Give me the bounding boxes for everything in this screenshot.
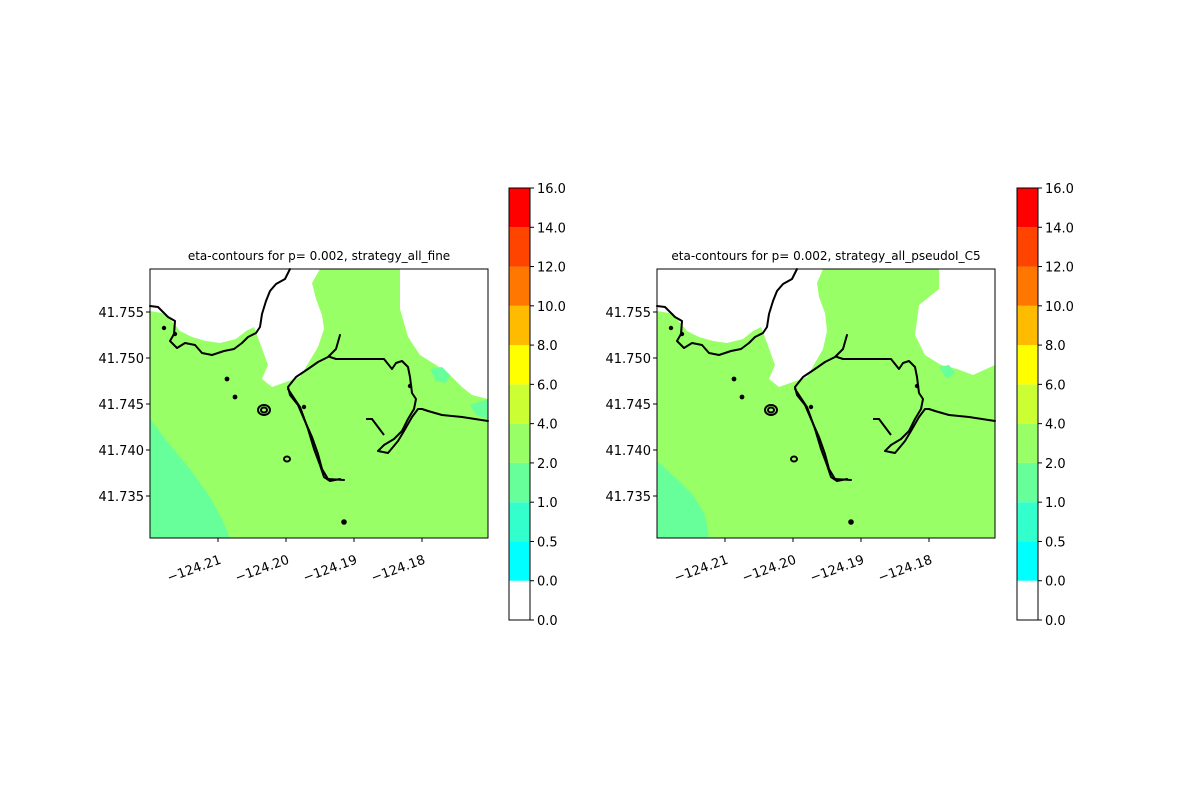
colorbar-tick-label: 0.0 xyxy=(1045,575,1066,590)
colorbar-swatch xyxy=(509,502,530,542)
colorbar-swatch xyxy=(509,345,530,385)
x-tick-label: −124.20 xyxy=(740,553,798,586)
colorbar-tick-label: 1.0 xyxy=(537,496,558,511)
panel-title: eta-contours for p= 0.002, strategy_all_… xyxy=(671,249,980,263)
x-axis: −124.21 −124.20 −124.19 −124.18 xyxy=(672,538,934,586)
colorbar-left: 0.0 0.0 0.5 1.0 2.0 4.0 6.0 8.0 10.0 12.0 14.0 16.0 xyxy=(508,182,566,629)
colorbar-swatch xyxy=(1017,541,1038,581)
colorbar-tick-label: 12.0 xyxy=(537,261,566,276)
map-panel-fine: eta-contours for p= 0.002, strategy_all_… xyxy=(99,249,489,586)
colorbar-right: 0.0 0.0 0.5 1.0 2.0 4.0 6.0 8.0 10.0 12.0 14.0 16.0 xyxy=(1016,182,1074,629)
y-tick-label: 41.750 xyxy=(606,352,652,367)
colorbar-tick-label: 0.5 xyxy=(1045,535,1066,550)
colorbar-tick-label: 0.0 xyxy=(537,575,558,590)
colorbar-swatch xyxy=(509,423,530,463)
x-tick-label: −124.20 xyxy=(233,553,291,586)
colorbar-tick-label: 8.0 xyxy=(1045,339,1066,354)
colorbar-tick-label: 1.0 xyxy=(1045,496,1066,511)
colorbar-tick-label: 10.0 xyxy=(537,300,566,315)
x-tick-label: −124.19 xyxy=(301,553,359,586)
y-tick-label: 41.745 xyxy=(606,398,652,413)
colorbar-frame xyxy=(1016,187,1039,621)
y-axis: 41.755 41.750 41.745 41.740 41.735 xyxy=(606,306,657,505)
y-tick-label: 41.750 xyxy=(99,352,145,367)
y-axis: 41.755 41.750 41.745 41.740 41.735 xyxy=(99,306,150,505)
y-tick-label: 41.735 xyxy=(99,490,145,505)
colorbar-tick-label: 6.0 xyxy=(537,378,558,393)
colorbar-swatch xyxy=(1017,423,1038,463)
colorbar-tick-label: 14.0 xyxy=(537,221,566,236)
colorbar-swatch xyxy=(1017,305,1038,346)
colorbar-tick-label: 12.0 xyxy=(1045,261,1074,276)
map-panel-pseudo: eta-contours for p= 0.002, strategy_all_… xyxy=(606,249,996,586)
colorbar-tick-label: 14.0 xyxy=(1045,221,1074,236)
colorbar-tick-label: 10.0 xyxy=(1045,300,1074,315)
y-tick-label: 41.740 xyxy=(99,444,145,459)
colorbar-frame xyxy=(508,187,531,621)
colorbar-swatch xyxy=(509,305,530,346)
colorbar-swatch xyxy=(509,384,530,424)
colorbar-swatch xyxy=(1017,188,1038,228)
colorbar-swatch xyxy=(509,462,530,503)
colorbar-tick-label: 2.0 xyxy=(537,457,558,472)
contour-fill-level-2-4 xyxy=(150,269,488,538)
y-tick-label: 41.755 xyxy=(99,306,145,321)
x-tick-label: −124.18 xyxy=(876,553,934,586)
colorbar-swatch xyxy=(509,227,530,267)
colorbar-swatch xyxy=(1017,384,1038,424)
x-tick-label: −124.21 xyxy=(165,553,223,586)
colorbar-swatch xyxy=(1017,227,1038,267)
x-tick-label: −124.21 xyxy=(672,553,730,586)
colorbar-swatch xyxy=(509,188,530,228)
x-tick-label: −124.19 xyxy=(808,553,866,586)
colorbar-swatch xyxy=(1017,462,1038,503)
colorbar-tick-label: 0.0 xyxy=(537,614,558,629)
colorbar-swatch xyxy=(509,580,530,620)
y-tick-label: 41.740 xyxy=(606,444,652,459)
colorbar-swatch xyxy=(1017,502,1038,542)
y-tick-label: 41.735 xyxy=(606,490,652,505)
x-tick-label: −124.18 xyxy=(369,553,427,586)
colorbar-tick-label: 6.0 xyxy=(1045,378,1066,393)
contour-fill-level-2-4 xyxy=(657,269,995,538)
colorbar-tick-label: 8.0 xyxy=(537,339,558,354)
colorbar-tick-label: 0.0 xyxy=(1045,614,1066,629)
colorbar-tick-label: 16.0 xyxy=(1045,182,1074,197)
colorbar-swatch xyxy=(509,266,530,306)
colorbar-swatch xyxy=(1017,345,1038,385)
colorbar-tick-label: 2.0 xyxy=(1045,457,1066,472)
colorbar-swatch xyxy=(1017,580,1038,620)
colorbar-tick-label: 4.0 xyxy=(1045,418,1066,433)
y-tick-label: 41.745 xyxy=(99,398,145,413)
colorbar-tick-label: 16.0 xyxy=(537,182,566,197)
contour-fill-level-1-2 xyxy=(657,365,955,538)
colorbar-swatch xyxy=(1017,266,1038,306)
colorbar-tick-label: 0.5 xyxy=(537,535,558,550)
x-axis: −124.21 −124.20 −124.19 −124.18 xyxy=(165,538,427,586)
colorbar-swatch xyxy=(509,541,530,581)
contour-fill-level-1-2 xyxy=(150,367,488,538)
colorbar-tick-label: 4.0 xyxy=(537,418,558,433)
y-tick-label: 41.755 xyxy=(606,306,652,321)
panel-title: eta-contours for p= 0.002, strategy_all_… xyxy=(188,249,450,263)
